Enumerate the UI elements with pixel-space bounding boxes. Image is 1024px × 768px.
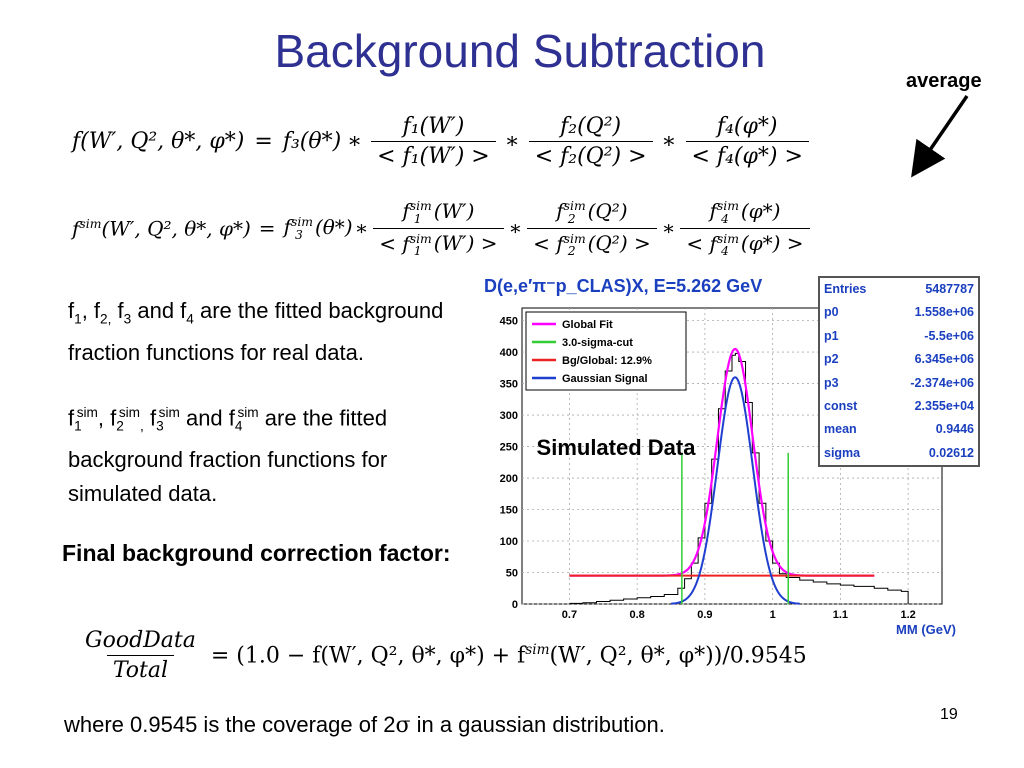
- eq2-den3: < fsim4 (φ*) >: [680, 227, 810, 258]
- eq1-frac3: f₄(φ*) < f₄(φ*) >: [685, 114, 809, 169]
- eq2-f3: fsim3 (θ*): [283, 214, 353, 242]
- eq1-frac1: f₁(W′) < f₁(W′) >: [371, 114, 496, 169]
- eq2-frac3: fsim4 (φ*) < fsim4 (φ*) >: [680, 198, 810, 258]
- eq2-den1: < fsim1 (W′) >: [373, 227, 504, 258]
- stats-row: sigma 0.02612: [820, 442, 978, 465]
- eq1-f3: f₃(θ*): [282, 129, 342, 154]
- stats-label: p2: [824, 352, 839, 367]
- chart-title: D(e,e′π⁻p_CLAS)X, E=5.262 GeV: [484, 276, 762, 296]
- stats-row: Entries 5487787: [820, 278, 978, 301]
- legend-label: Gaussian Signal: [562, 373, 648, 385]
- stats-row: p0 1.558e+06: [820, 301, 978, 324]
- stats-value: 1.558e+06: [914, 305, 974, 320]
- average-label: average: [906, 70, 982, 92]
- gaussian-signal-series: [670, 376, 800, 605]
- stats-value: 2.355e+04: [914, 399, 974, 414]
- eq1-mult3: ∗: [661, 129, 677, 154]
- stats-label: p0: [824, 305, 839, 320]
- histogram-series: [569, 352, 909, 604]
- simulated-data-label: Simulated Data: [536, 435, 696, 460]
- eq1-equals: =: [254, 129, 273, 154]
- stats-label: mean: [824, 422, 857, 437]
- stats-label: sigma: [824, 445, 861, 460]
- eq2-num1: fsim1 (W′): [402, 198, 475, 226]
- equation-sim: fsim(W′, Q², θ*, φ*) = fsim3 (θ*) ∗ fsim1…: [72, 198, 813, 258]
- paragraph-real: f1, f2, f3 and f4 are the fitted backgro…: [68, 298, 444, 365]
- equation-real: f(W′, Q², θ*, φ*) = f₃(θ*) ∗ f₁(W′) < f₁(…: [72, 114, 812, 169]
- stats-label: p1: [824, 328, 839, 343]
- x-tick-label: 1: [770, 609, 776, 621]
- stats-row: p2 6.345e+06: [820, 348, 978, 371]
- eq1-den2: < f₂(Q²) >: [528, 141, 653, 169]
- eq3-frac: GoodData Total: [79, 628, 202, 683]
- stats-row: p3 -2.374e+06: [820, 372, 978, 395]
- y-tick-label: 400: [500, 347, 518, 359]
- slide-title: Background Subtraction: [274, 25, 766, 77]
- stats-value: -2.374e+06: [910, 375, 974, 390]
- y-tick-label: 300: [500, 410, 518, 422]
- x-tick-label: 0.9: [697, 609, 712, 621]
- eq1-lhs: f(W′, Q², θ*, φ*): [72, 129, 245, 154]
- y-tick-label: 0: [512, 599, 518, 611]
- x-tick-label: 0.8: [630, 609, 645, 621]
- y-tick-label: 250: [500, 442, 518, 454]
- y-tick-label: 100: [500, 536, 518, 548]
- eq2-den2: < fsim2 (Q²) >: [527, 227, 657, 258]
- equation-final: GoodData Total = (1.0 − f(W′, Q², θ*, φ*)…: [76, 628, 807, 683]
- stats-label: p3: [824, 375, 839, 390]
- paragraph-sim: f1sim, f2sim, f3sim and f4sim are the fi…: [68, 405, 388, 506]
- eq2-lhs: fsim(W′, Q², θ*, φ*): [72, 215, 251, 241]
- eq1-mult2: ∗: [504, 129, 520, 154]
- eq1-mult: ∗: [347, 129, 363, 154]
- stats-box: Entries 5487787 p0 1.558e+06 p1 -5.5e+06 p2 6.3…: [818, 276, 980, 468]
- x-tick-label: 1.2: [900, 609, 915, 621]
- stats-value: 6.345e+06: [914, 352, 974, 367]
- eq2-mult2: ∗: [508, 216, 523, 241]
- legend-label: 3.0-sigma-cut: [562, 337, 633, 349]
- eq1-num2: f₂(Q²): [560, 114, 622, 139]
- eq1-num3: f₄(φ*): [716, 114, 778, 139]
- average-arrow: [911, 95, 969, 178]
- x-tick-label: 0.7: [562, 609, 577, 621]
- y-tick-label: 150: [500, 505, 518, 517]
- eq1-den1: < f₁(W′) >: [371, 141, 496, 169]
- eq2-num3: fsim4 (φ*): [709, 198, 781, 226]
- x-tick-label: 1.1: [833, 609, 848, 621]
- final-correction-label: Final background correction factor:: [62, 540, 451, 566]
- y-tick-label: 450: [500, 316, 518, 328]
- eq2-frac1: fsim1 (W′) < fsim1 (W′) >: [373, 198, 504, 258]
- stats-row: mean 0.9446: [820, 418, 978, 441]
- y-tick-label: 200: [500, 473, 518, 485]
- y-tick-label: 50: [506, 568, 518, 580]
- footer-text: where 0.9545 is the coverage of 2σ in a …: [64, 712, 665, 738]
- stats-label: Entries: [824, 282, 867, 296]
- y-tick-label: 350: [500, 379, 518, 391]
- eq1-frac2: f₂(Q²) < f₂(Q²) >: [528, 114, 653, 169]
- stats-label: const: [824, 399, 858, 414]
- eq2-num2: fsim2 (Q²): [556, 198, 628, 226]
- x-axis-label: MM (GeV): [896, 622, 956, 637]
- eq2-equals: =: [258, 216, 276, 241]
- stats-row: p1 -5.5e+06: [820, 325, 978, 348]
- eq1-den3: < f₄(φ*) >: [685, 141, 809, 169]
- stats-value: 0.02612: [928, 445, 974, 460]
- legend-label: Bg/Global: 12.9%: [562, 355, 652, 367]
- eq1-num1: f₁(W′): [402, 114, 465, 139]
- stats-value: -5.5e+06: [924, 328, 974, 343]
- eq3-den: Total: [106, 655, 175, 683]
- legend-label: Global Fit: [562, 319, 613, 331]
- stats-row: const 2.355e+04: [820, 395, 978, 418]
- eq2-mult3: ∗: [661, 216, 676, 241]
- stats-value: 0.9446: [935, 422, 974, 437]
- page-number: 19: [940, 706, 958, 723]
- eq3-rhs: = (1.0 − f(W′, Q², θ*, φ*) + fsim(W′, Q²…: [210, 642, 807, 669]
- eq2-mult: ∗: [354, 216, 369, 241]
- eq3-num: GoodData: [85, 628, 196, 653]
- eq2-frac2: fsim2 (Q²) < fsim2 (Q²) >: [527, 198, 657, 258]
- stats-value: 5487787: [925, 282, 974, 296]
